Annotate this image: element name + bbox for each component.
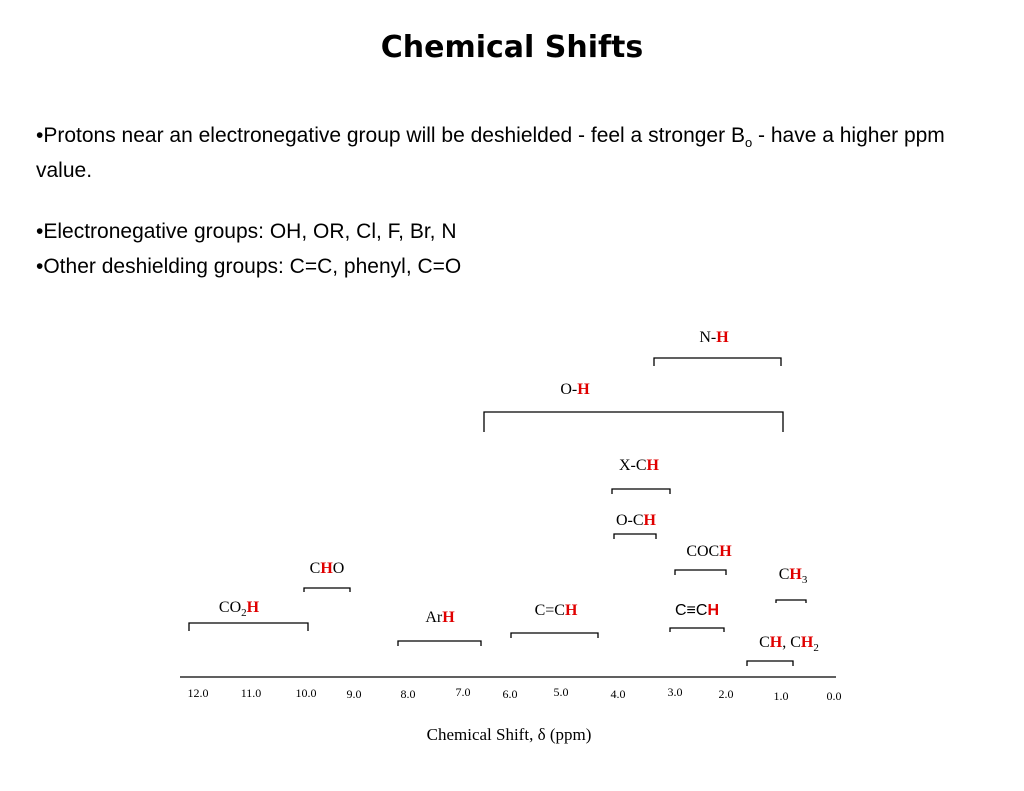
label-part: Ar: [425, 609, 443, 626]
range-bracket: [483, 411, 784, 432]
label-part: C=C: [535, 602, 565, 619]
axis-title-delta: δ: [538, 725, 546, 744]
range-x-ch: X-CH: [611, 457, 671, 494]
label-part: C: [310, 560, 321, 577]
label-hydrogen: H: [320, 560, 333, 577]
range-o-ch: O-CH: [613, 512, 657, 539]
label-part: C: [759, 634, 770, 651]
range-n-h: N-H: [653, 329, 782, 366]
tick-label: 10.0: [296, 686, 317, 700]
range-label: O-CH: [616, 512, 657, 529]
range-bracket: [613, 533, 657, 539]
label-hydrogen: H: [442, 609, 455, 626]
range-label: CHO: [310, 560, 345, 577]
label-part: , C: [782, 634, 801, 651]
range-ch3: CH3: [775, 566, 808, 603]
range-coch: COCH: [674, 543, 732, 575]
range-bracket: [775, 599, 807, 603]
tick-label: 2.0: [719, 687, 734, 701]
label-subscript: 2: [241, 607, 247, 619]
range-bracket: [510, 632, 599, 638]
label-part: C: [779, 566, 790, 583]
label-hydrogen: H: [719, 543, 732, 560]
bullet-deshielding-text-b: - have a higher ppm value.: [36, 124, 945, 183]
label-part: X-C: [619, 457, 647, 474]
bullet-deshielding-text-a: •Protons near an electronegative group w…: [36, 124, 745, 147]
range-alkene-ch: C=CH: [510, 602, 599, 638]
range-bracket: [397, 640, 482, 646]
tick-label: 7.0: [456, 685, 471, 699]
label-part: O-C: [616, 512, 644, 529]
range-o-h: O-H: [483, 381, 784, 432]
axis-ticks: 12.0 11.0 10.0 9.0 8.0 7.0 6.0 5.0 4.0 3…: [188, 685, 842, 703]
range-bracket: [674, 569, 727, 575]
bullet-deshielding: •Protons near an electronegative group w…: [36, 122, 1006, 185]
range-label: C=CH: [535, 602, 578, 619]
label-hydrogen: H: [707, 602, 719, 619]
label-hydrogen: H: [577, 381, 590, 398]
label-hydrogen: H: [801, 634, 814, 651]
range-bracket: [669, 627, 725, 632]
label-part: CO: [219, 599, 241, 616]
label-subscript: 3: [802, 574, 808, 586]
label-hydrogen: H: [644, 512, 657, 529]
range-label: O-H: [560, 381, 590, 398]
label-part: C≡C: [675, 602, 707, 619]
tick-label: 8.0: [401, 687, 416, 701]
label-hydrogen: H: [647, 457, 660, 474]
range-label: CH3: [779, 566, 808, 586]
range-label: X-CH: [619, 457, 660, 474]
tick-label: 4.0: [611, 687, 626, 701]
label-hydrogen: H: [770, 634, 783, 651]
tick-label: 5.0: [554, 685, 569, 699]
label-hydrogen: H: [789, 566, 802, 583]
label-part: N-: [699, 329, 716, 346]
label-hydrogen: H: [565, 602, 578, 619]
label-part: O-: [560, 381, 577, 398]
range-label: CH, CH2: [759, 634, 819, 654]
range-label: CO2H: [219, 599, 260, 619]
range-bracket: [611, 488, 671, 494]
slide-title: Chemical Shifts: [380, 30, 644, 65]
label-part: O: [333, 560, 345, 577]
range-label: N-H: [699, 329, 729, 346]
range-bracket: [188, 622, 309, 631]
range-bracket: [653, 357, 782, 366]
label-hydrogen: H: [247, 599, 260, 616]
range-ch-ch2: CH, CH2: [746, 634, 819, 666]
tick-label: 9.0: [347, 687, 362, 701]
label-part: COC: [686, 543, 719, 560]
range-bracket: [746, 660, 794, 666]
range-co2h: CO2H: [188, 599, 309, 631]
label-subscript: 2: [813, 642, 819, 654]
tick-label: 12.0: [188, 686, 209, 700]
tick-label: 3.0: [668, 685, 683, 699]
tick-label: 6.0: [503, 687, 518, 701]
tick-label: 1.0: [774, 689, 789, 703]
range-label: ArH: [425, 609, 455, 626]
axis-title-prefix: Chemical Shift,: [427, 725, 538, 744]
bullet-deshielding-subscript: o: [744, 135, 753, 151]
range-cho: CHO: [303, 560, 351, 592]
label-hydrogen: H: [716, 329, 729, 346]
range-alkyne-ch: C≡CH: [669, 602, 725, 632]
bullet-electronegative-groups: •Electronegative groups: OH, OR, Cl, F, …: [36, 220, 457, 243]
range-arh: ArH: [397, 609, 482, 646]
range-label: C≡CH: [675, 602, 719, 619]
range-label: COCH: [686, 543, 732, 560]
bullet-other-deshielding-groups: •Other deshielding groups: C=C, phenyl, …: [36, 255, 462, 278]
axis-title: Chemical Shift, δ (ppm): [427, 725, 592, 744]
tick-label: 11.0: [241, 686, 262, 700]
range-bracket: [303, 587, 351, 592]
tick-label: 0.0: [827, 689, 842, 703]
axis-title-suffix: (ppm): [546, 725, 592, 744]
